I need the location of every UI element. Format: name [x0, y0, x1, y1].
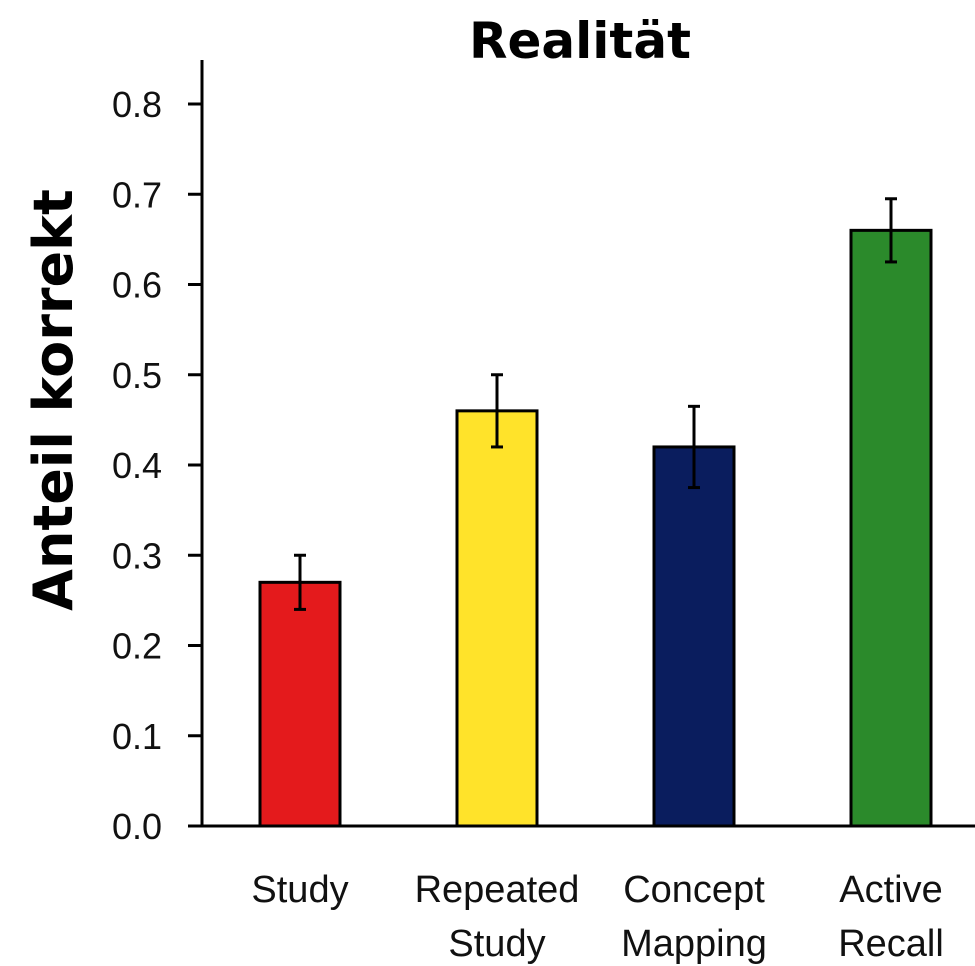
y-tick-label: 0.8: [112, 84, 162, 125]
bar: [455, 409, 539, 828]
y-tick-label: 0.1: [112, 716, 162, 757]
x-tick-label: Concept: [623, 869, 765, 911]
y-axis-label: Anteil korrekt: [22, 189, 85, 611]
error-bars: [294, 197, 897, 611]
y-tick-label: 0.5: [112, 355, 162, 396]
error-bar: [688, 404, 700, 490]
bar: [652, 445, 736, 828]
bar: [849, 228, 933, 828]
x-tick-labels: Study Repeated Study Concept Mapping Active Re…: [251, 869, 943, 965]
y-tick-label: 0.6: [112, 265, 162, 306]
y-tick-label: 0.2: [112, 626, 162, 667]
bar: [258, 580, 342, 828]
x-tick-label: Repeated: [415, 869, 580, 911]
chart-title: Realität: [469, 12, 691, 70]
y-tick-label: 0.3: [112, 535, 162, 576]
x-tick-label: Active: [839, 869, 942, 911]
error-bar: [491, 373, 503, 449]
bars: [258, 228, 933, 828]
y-tick-label: 0.0: [112, 806, 162, 847]
y-tick-label: 0.7: [112, 174, 162, 215]
error-bar: [885, 197, 897, 264]
y-ticks: 0.0 0.1 0.2 0.3 0.4 0.5 0.6 0.7 0.8: [112, 84, 202, 847]
error-bar: [294, 553, 306, 611]
x-tick-label: Recall: [838, 923, 944, 965]
x-tick-label: Study: [251, 869, 348, 911]
x-tick-label: Study: [448, 923, 545, 965]
y-tick-label: 0.4: [112, 445, 162, 486]
x-tick-label: Mapping: [621, 923, 767, 965]
